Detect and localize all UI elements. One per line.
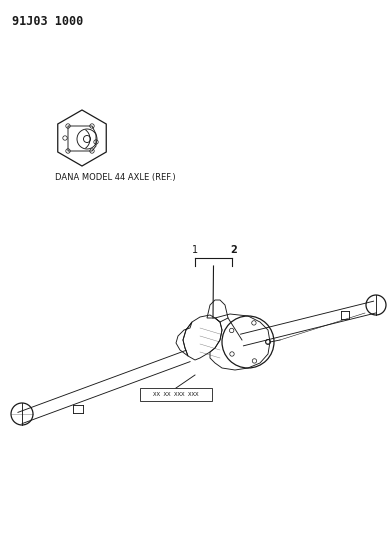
Bar bbox=[140, 388, 212, 401]
Text: 2: 2 bbox=[230, 245, 238, 255]
Text: 91J03 1000: 91J03 1000 bbox=[12, 15, 83, 28]
Text: 1: 1 bbox=[192, 245, 198, 255]
Text: XX XX XXX XXX: XX XX XXX XXX bbox=[153, 392, 199, 397]
Text: DANA MODEL 44 AXLE (REF.): DANA MODEL 44 AXLE (REF.) bbox=[55, 173, 176, 182]
